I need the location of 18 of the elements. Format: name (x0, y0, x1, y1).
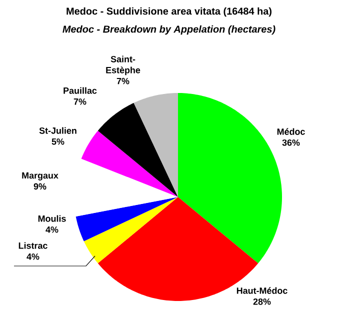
data-label: 4% (26, 253, 40, 260)
slice-label: St-Julien (39, 127, 76, 134)
data-label: 5% (52, 138, 64, 145)
data-label: 36% (282, 139, 300, 146)
data-label: 7% (116, 78, 130, 84)
data-label: 28% (253, 298, 271, 305)
slice-label: Saint-Estèphe (106, 56, 140, 76)
slice-label: Margaux (22, 172, 58, 180)
data-label: 4% (46, 226, 58, 233)
data-label: 9% (34, 183, 46, 190)
slice-label: Haut-Médoc (236, 287, 288, 294)
chart-title: Medoc - Suddivisione area vitata (16484 ha) (66, 7, 272, 17)
slice-label: Pauillac (64, 87, 97, 94)
data-label: 7% (74, 98, 86, 105)
chart-subtitle: Medoc - Breakdown by Appelation (hectares) (62, 25, 276, 35)
slice-label: Listrac (18, 242, 48, 249)
slice-label: Moulis (38, 215, 66, 222)
slice-label: Médoc (277, 128, 305, 135)
